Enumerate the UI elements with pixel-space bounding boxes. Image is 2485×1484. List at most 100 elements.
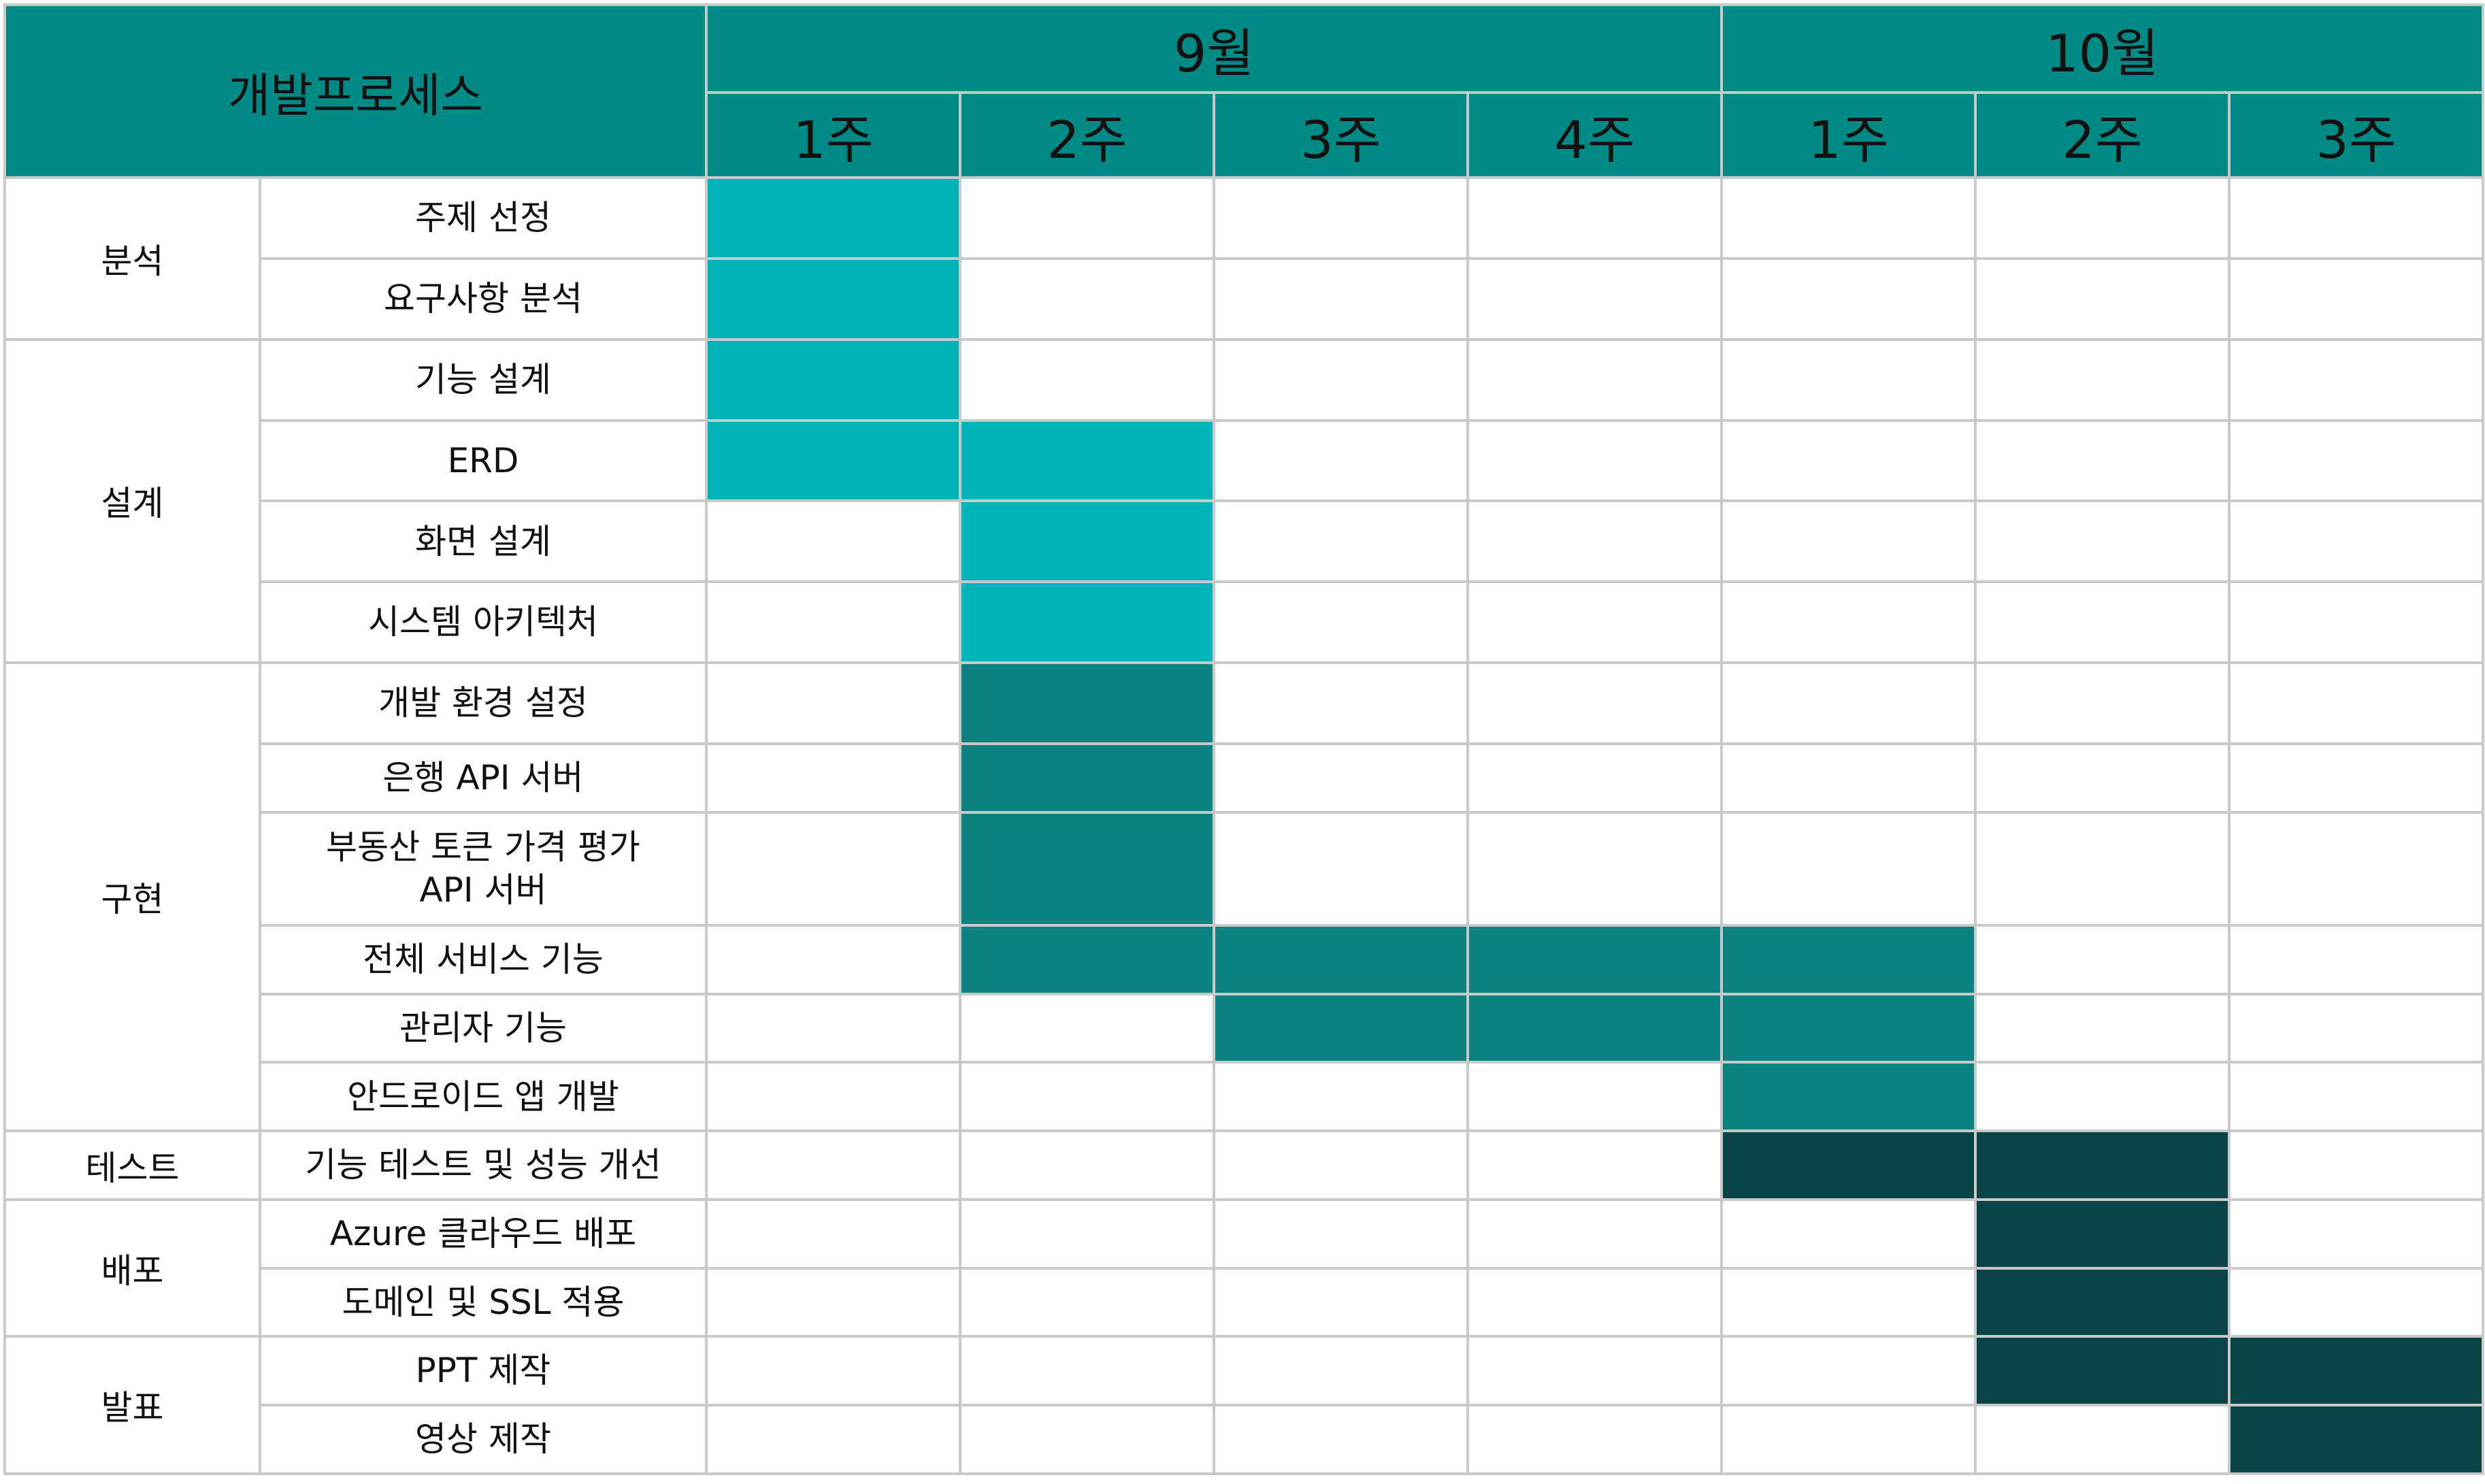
empty-cell xyxy=(1974,742,2231,814)
empty-cell xyxy=(705,992,961,1064)
empty-cell xyxy=(1466,580,1724,665)
gantt-bar-cell xyxy=(1720,923,1977,995)
gantt-bar-cell xyxy=(1974,1198,2231,1270)
empty-cell xyxy=(959,1404,1215,1475)
table-row: 은행 API 서버 xyxy=(5,742,2485,814)
empty-cell xyxy=(705,742,961,814)
task-cell: 도메인 및 SSL 적용 xyxy=(259,1266,708,1338)
empty-cell xyxy=(2228,742,2485,814)
empty-cell xyxy=(705,1061,961,1133)
gantt-bar-cell xyxy=(705,257,961,341)
category-cell: 분석 xyxy=(3,176,261,341)
gantt-bar-cell xyxy=(2228,1335,2485,1407)
table-row: 전체 서비스 기능 xyxy=(5,923,2485,995)
empty-cell xyxy=(705,1130,961,1201)
task-cell: 주제 선정 xyxy=(259,176,708,260)
week-header: 3주 xyxy=(2228,91,2485,179)
empty-cell xyxy=(1466,1404,1724,1475)
gantt-bar-cell xyxy=(1974,1266,2231,1338)
empty-cell xyxy=(2228,257,2485,341)
task-cell: Azure 클라우드 배포 xyxy=(259,1198,708,1270)
empty-cell xyxy=(959,1061,1215,1133)
empty-cell xyxy=(2228,992,2485,1064)
task-cell: 은행 API 서버 xyxy=(259,742,708,814)
table-row: 부동산 토큰 가격 평가 API 서버 xyxy=(5,810,2485,927)
empty-cell xyxy=(1720,176,1977,260)
table-row: 관리자 기능 xyxy=(5,992,2485,1064)
empty-cell xyxy=(1466,1266,1724,1338)
empty-cell xyxy=(1720,1198,1977,1270)
week-header: 3주 xyxy=(1213,91,1469,179)
month-september: 9월 xyxy=(704,3,1724,94)
task-cell: PPT 제작 xyxy=(259,1335,708,1407)
empty-cell xyxy=(705,499,961,584)
empty-cell xyxy=(1720,661,1977,746)
empty-cell xyxy=(2228,337,2485,422)
empty-cell xyxy=(2228,661,2485,746)
empty-cell xyxy=(1213,418,1469,503)
task-cell: 요구사항 분석 xyxy=(259,257,708,341)
gantt-bar-cell xyxy=(959,742,1215,814)
empty-cell xyxy=(1213,1198,1469,1270)
task-cell: 기능 테스트 및 성능 개선 xyxy=(259,1130,708,1201)
empty-cell xyxy=(1720,742,1977,814)
week-header: 1주 xyxy=(705,91,961,179)
week-header: 4주 xyxy=(1466,91,1724,179)
empty-cell xyxy=(1720,580,1977,665)
table-row: 설계 기능 설계 xyxy=(3,337,2485,665)
task-cell: ERD xyxy=(259,418,708,503)
empty-cell xyxy=(1466,257,1724,341)
empty-cell xyxy=(705,1198,961,1270)
empty-cell xyxy=(1213,742,1469,814)
empty-cell xyxy=(1974,992,2231,1064)
empty-cell xyxy=(1213,337,1469,422)
empty-cell xyxy=(1720,1404,1977,1475)
empty-cell xyxy=(1466,661,1724,746)
empty-cell xyxy=(959,257,1215,341)
empty-cell xyxy=(1466,176,1724,260)
empty-cell xyxy=(1720,257,1977,341)
empty-cell xyxy=(705,923,961,995)
empty-cell xyxy=(2228,1266,2485,1338)
empty-cell xyxy=(1466,1335,1724,1407)
week-header: 2주 xyxy=(1974,91,2231,179)
empty-cell xyxy=(959,1130,1215,1201)
table-row: 배포 Azure 클라우드 배포 xyxy=(3,1198,2485,1338)
empty-cell xyxy=(1720,499,1977,584)
empty-cell xyxy=(1213,1061,1469,1133)
empty-cell xyxy=(1466,1198,1724,1270)
empty-cell xyxy=(1974,499,2231,584)
empty-cell xyxy=(1720,418,1977,503)
empty-cell xyxy=(1974,1061,2231,1133)
empty-cell xyxy=(2228,1130,2485,1201)
table-row: 영상 제작 xyxy=(5,1404,2485,1475)
empty-cell xyxy=(1974,580,2231,665)
empty-cell xyxy=(2228,1198,2485,1270)
empty-cell xyxy=(1213,1335,1469,1407)
task-cell: 기능 설계 xyxy=(259,337,708,422)
empty-cell xyxy=(1213,499,1469,584)
gantt-bar-cell xyxy=(705,418,961,503)
empty-cell xyxy=(1466,742,1724,814)
category-cell: 발표 xyxy=(3,1335,261,1475)
empty-cell xyxy=(1974,923,2231,995)
empty-cell xyxy=(1974,661,2231,746)
gantt-body: 분석 주제 선정 요구사항 분석 설계 기능 설계 ERD 화면 설계 시스템 아키텍처 구현 개… xyxy=(3,176,2485,1475)
header-row-months: 개발프로세스 9월 10월 xyxy=(3,3,2485,179)
empty-cell xyxy=(959,1198,1215,1270)
empty-cell xyxy=(705,580,961,665)
gantt-bar-cell xyxy=(1720,1130,1977,1201)
gantt-bar-cell xyxy=(1213,992,1469,1064)
empty-cell xyxy=(1466,1130,1724,1201)
empty-cell xyxy=(1213,257,1469,341)
week-header: 2주 xyxy=(959,91,1215,179)
task-cell: 시스템 아키텍처 xyxy=(259,580,708,665)
empty-cell xyxy=(1213,580,1469,665)
empty-cell xyxy=(1974,810,2231,927)
task-cell: 화면 설계 xyxy=(259,499,708,584)
table-row: 시스템 아키텍처 xyxy=(5,580,2485,665)
empty-cell xyxy=(2228,176,2485,260)
table-row: 분석 주제 선정 xyxy=(3,176,2485,341)
empty-cell xyxy=(1213,810,1469,927)
empty-cell xyxy=(2228,923,2485,995)
